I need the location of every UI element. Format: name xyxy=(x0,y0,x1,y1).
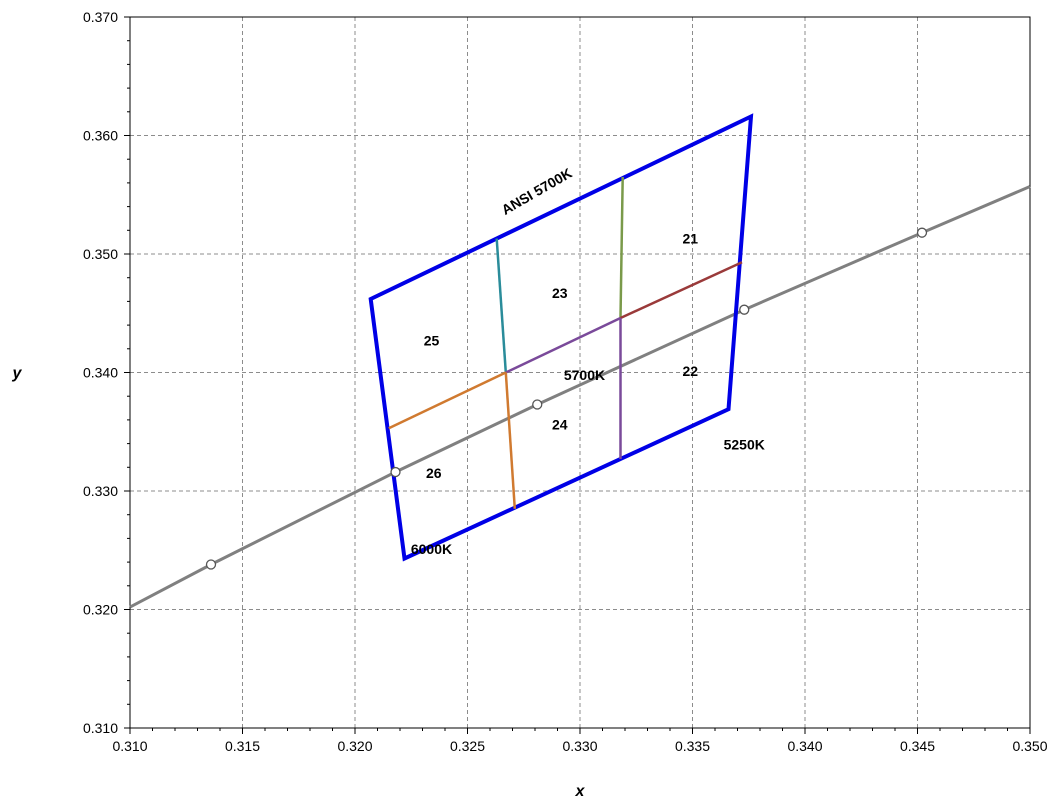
x-tick-label: 0.325 xyxy=(450,738,485,754)
subdivision-line xyxy=(504,372,517,509)
subdivision-line xyxy=(619,261,743,320)
y-tick-label: 0.360 xyxy=(83,128,118,144)
subdivision-line xyxy=(388,371,507,430)
y-axis-title: y xyxy=(12,365,23,382)
grid xyxy=(130,17,1030,728)
locus-marker xyxy=(739,304,750,315)
annotation-label: 21 xyxy=(682,230,698,246)
subdivision-line xyxy=(495,238,508,373)
y-tick-label: 0.350 xyxy=(83,246,118,262)
annotation-label: 5700K xyxy=(564,367,605,383)
locus-marker xyxy=(532,399,543,410)
annotation-label: 6000K xyxy=(411,541,452,557)
annotation-label: 25 xyxy=(424,332,440,348)
x-tick-label: 0.310 xyxy=(112,738,147,754)
x-tick-label: 0.335 xyxy=(675,738,710,754)
annotation-label: 23 xyxy=(552,285,568,301)
plot-area xyxy=(129,113,1031,609)
x-axis-title: x xyxy=(575,783,586,800)
x-tick-label: 0.315 xyxy=(225,738,260,754)
locus-marker xyxy=(205,559,217,570)
annotation-label: 26 xyxy=(426,465,442,481)
x-tick-label: 0.345 xyxy=(900,738,935,754)
axes: 0.310 0.315 0.320 0.325 0.330 0.335 0.340 0.345… xyxy=(83,9,1048,754)
plot-frame xyxy=(129,16,1031,729)
annotations: ANSI 5700K 21 23 25 5700K 22 24 5250K 26 6000K xyxy=(411,165,765,557)
x-tick-label: 0.350 xyxy=(1012,738,1047,754)
annotation-label: 24 xyxy=(552,417,568,433)
x-tick-label: 0.330 xyxy=(562,738,597,754)
annotation-label: 22 xyxy=(682,363,698,379)
subdivision-line xyxy=(619,176,624,319)
subdivision-line xyxy=(505,316,622,374)
y-tick-label: 0.330 xyxy=(83,483,118,499)
y-tick-label: 0.310 xyxy=(83,720,118,736)
annotation-label: 5250K xyxy=(724,437,765,453)
y-tick-label: 0.320 xyxy=(83,602,118,618)
locus-marker xyxy=(390,466,401,478)
x-tick-label: 0.340 xyxy=(787,738,822,754)
annotation-label: ANSI 5700K xyxy=(499,165,575,218)
y-tick-label: 0.370 xyxy=(83,9,118,25)
y-tick-label: 0.340 xyxy=(83,365,118,381)
locus-marker xyxy=(916,227,928,238)
x-tick-label: 0.320 xyxy=(337,738,372,754)
